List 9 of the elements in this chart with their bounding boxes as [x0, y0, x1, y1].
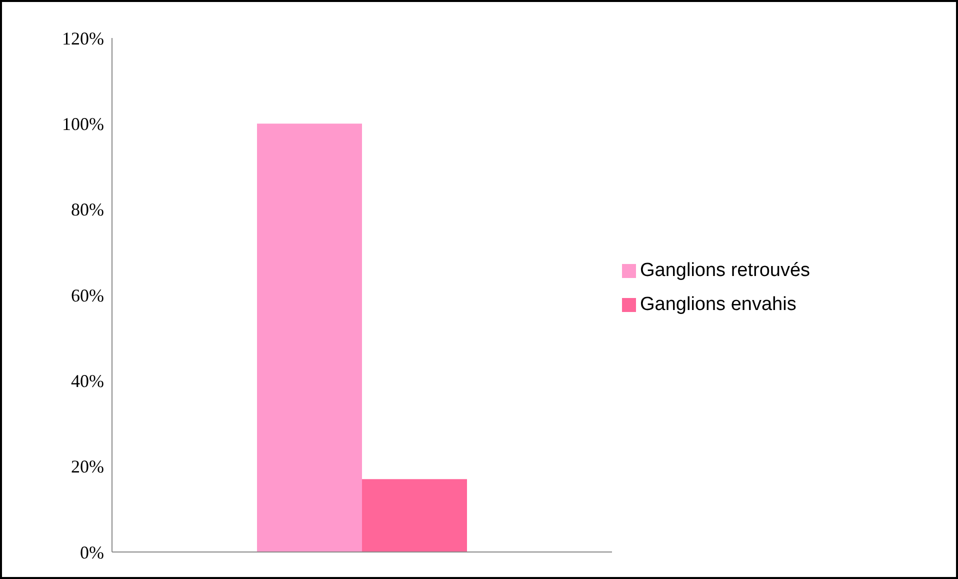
- y-tick-label: 120%: [62, 28, 104, 48]
- y-tick-label: 40%: [71, 371, 104, 392]
- legend-label: Ganglions envahis: [640, 294, 796, 315]
- y-tick-label: 60%: [71, 285, 104, 306]
- y-tick-label: 80%: [71, 200, 104, 220]
- y-tick-label: 100%: [62, 114, 104, 134]
- y-tick-label: 0%: [80, 542, 104, 562]
- legend-label: Ganglions retrouvés: [640, 260, 810, 281]
- y-tick-label: 20%: [71, 456, 104, 477]
